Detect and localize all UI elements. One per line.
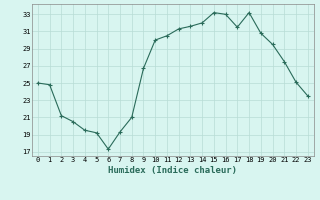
X-axis label: Humidex (Indice chaleur): Humidex (Indice chaleur) — [108, 166, 237, 175]
